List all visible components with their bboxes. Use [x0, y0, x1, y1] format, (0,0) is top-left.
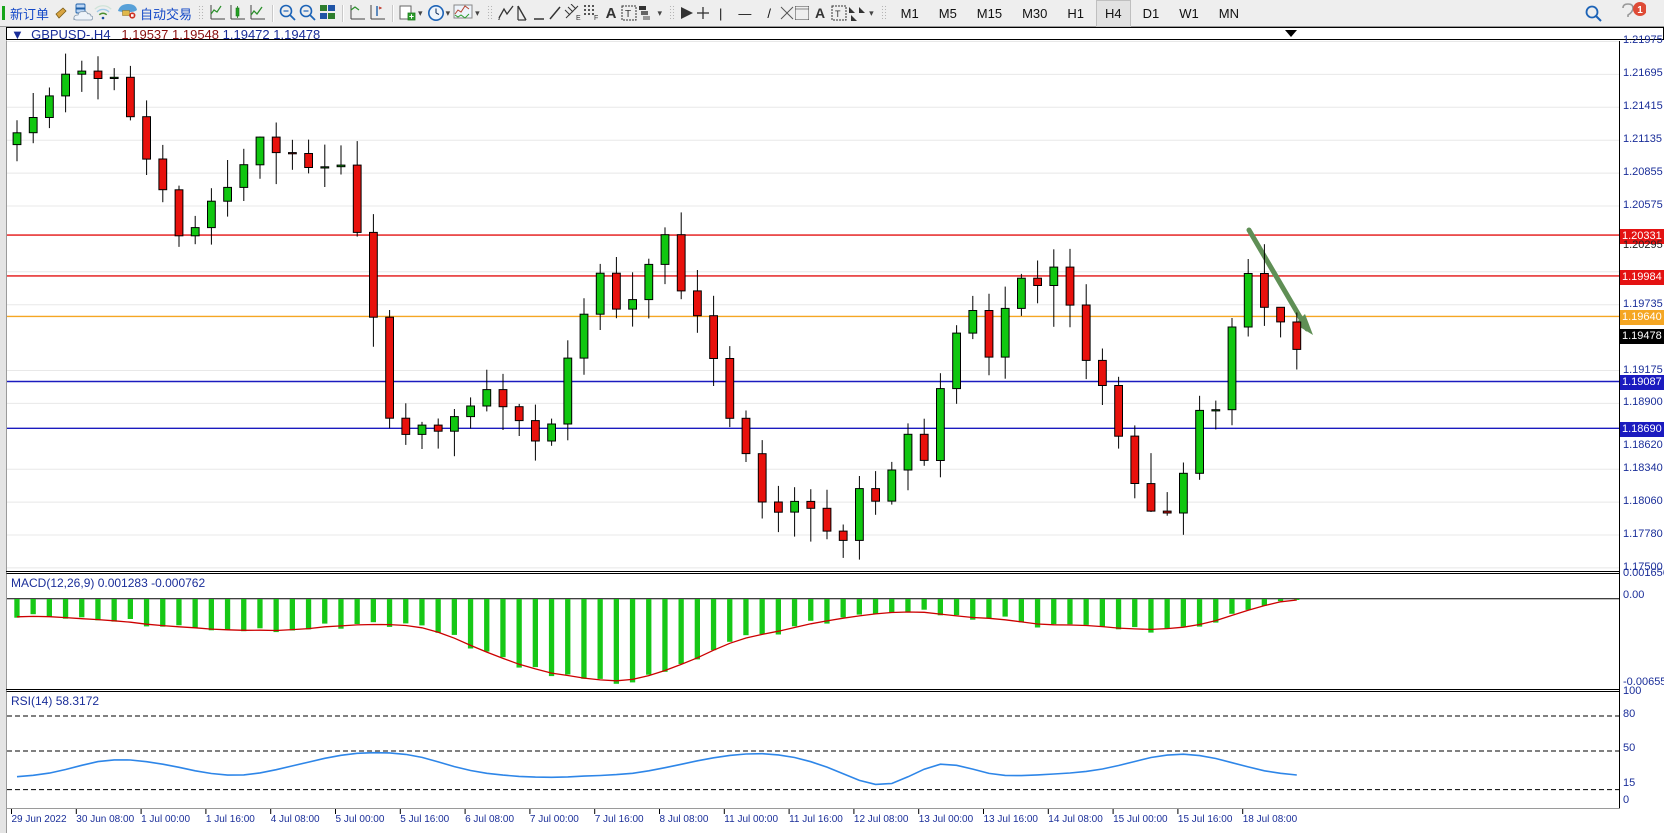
svg-text:1: 1	[1637, 5, 1643, 16]
svg-text:E: E	[576, 15, 581, 22]
svg-text:T: T	[835, 9, 841, 19]
svg-text:F: F	[594, 15, 598, 22]
svg-text:T: T	[625, 9, 631, 20]
